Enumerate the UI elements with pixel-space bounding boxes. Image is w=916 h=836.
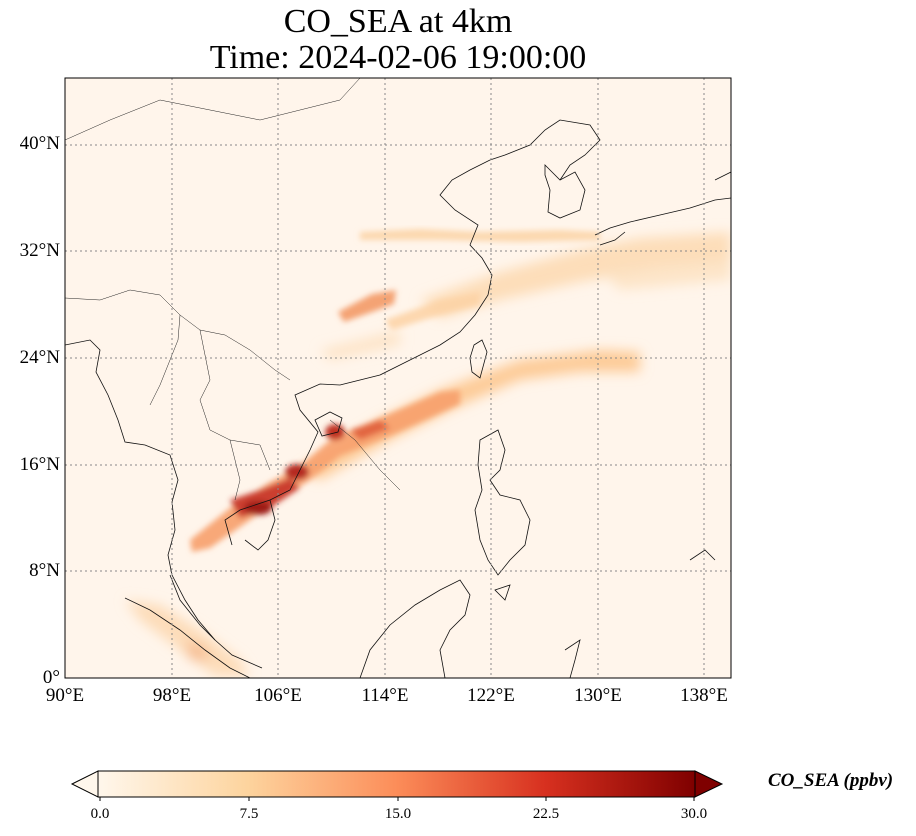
lon-tick-label: 138°E [680,685,728,706]
lon-tick-label: 98°E [152,685,192,706]
border-4 [229,439,241,501]
border-6 [329,419,401,491]
colorbar-tick-label: 30.0 [680,806,708,822]
gridlines [65,78,731,678]
colorbar-label: CO_SEA (ppbv) [768,770,894,791]
colorbar-extend-max [694,770,724,798]
coast-philippines [474,429,531,601]
lon-tick-label: 106°E [254,685,302,706]
chart-title: CO_SEA at 4km [283,3,513,40]
plume-hainan-taiwan [300,330,640,480]
lat-tick-label: 16°N [19,454,60,475]
coastlines [65,119,731,678]
lat-tick-label: 32°N [19,240,60,261]
colorbar-extend-min [70,770,99,798]
coast-sumatra [124,597,251,678]
colorbar-ticks [99,797,695,801]
plume-indochina [190,390,460,552]
colorbar-gradient [97,770,696,798]
country-borders [65,78,401,501]
coast-new-guinea [689,549,716,561]
lon-tick-label: 122°E [467,685,515,706]
plume-sumatra [125,600,250,676]
border-3 [199,329,271,471]
border-2 [149,314,181,406]
coast-borneo [359,579,471,678]
colorbar [70,770,724,801]
coast-sulawesi [564,639,581,678]
chart-subtitle-time: Time: 2024-02-06 19:00:00 [209,39,587,76]
colorbar-tick-label: 0.0 [90,806,110,822]
coast-asia-mainland [65,119,601,669]
colorbar-tick-label: 15.0 [384,806,412,822]
plume-yellow-sea-band [360,229,600,242]
coast-malay-peninsula [169,574,216,641]
map-background [65,78,731,678]
coast-japan [594,171,731,246]
coast-hainan [314,411,343,437]
border-5 [65,78,361,141]
lon-tick-label: 114°E [361,685,409,706]
map-frame [64,77,732,679]
plume-central-china [338,290,480,330]
lat-tick-label: 0° [42,667,60,688]
colorbar-tick-label: 22.5 [532,806,560,822]
lat-tick-label: 40°N [19,133,60,154]
concentration-field [65,78,731,678]
coast-korea [544,164,586,219]
border-1 [65,289,291,381]
lon-tick-label: 90°E [45,685,85,706]
lat-tick-label: 8°N [29,560,60,581]
lat-tick-label: 24°N [19,347,60,368]
colorbar-tick-label: 7.5 [239,806,259,822]
lon-tick-label: 130°E [574,685,622,706]
plume-east-china-japan [420,232,731,318]
